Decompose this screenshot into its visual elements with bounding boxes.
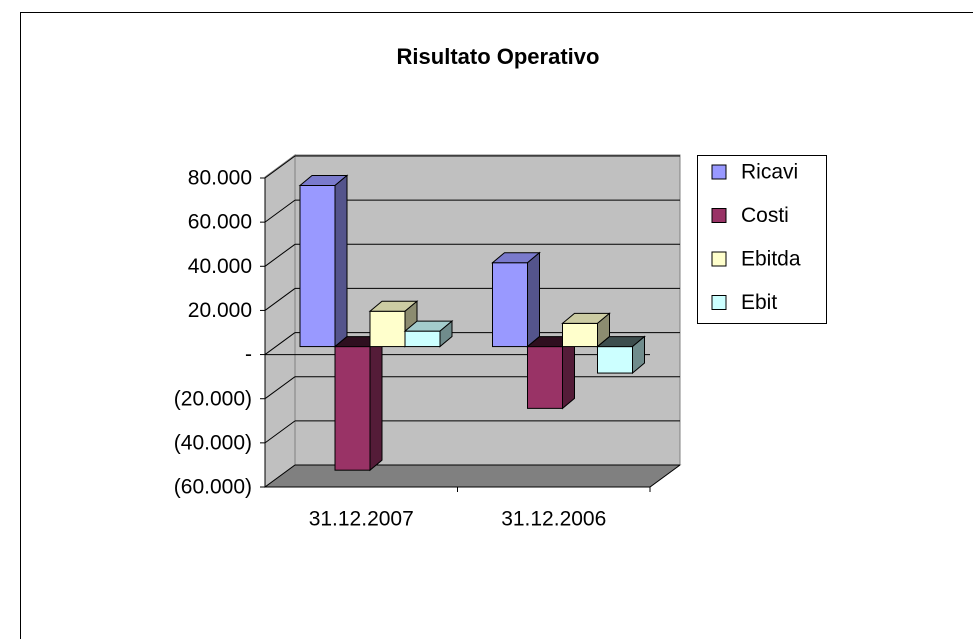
legend-swatch <box>711 164 727 180</box>
y-tick-label: 40.000 <box>188 255 252 278</box>
bar <box>404 330 441 348</box>
bar <box>334 346 371 471</box>
bar-side <box>439 320 453 348</box>
y-tick-label: 20.000 <box>188 299 252 322</box>
legend-label: Ricavi <box>741 161 798 184</box>
bar <box>369 310 406 348</box>
bar-side <box>562 335 575 410</box>
bar <box>562 322 598 348</box>
y-tick-label: 80.000 <box>188 167 252 190</box>
bar-side <box>334 174 348 348</box>
bar <box>299 184 336 348</box>
legend-swatch <box>711 295 727 310</box>
y-tick-label: (60.000) <box>174 476 252 499</box>
bar-side <box>527 251 540 348</box>
legend-swatch <box>711 251 727 267</box>
y-tick-label: 60.000 <box>188 211 252 234</box>
grid-line <box>264 155 296 179</box>
grid-line <box>264 243 296 267</box>
bar-side <box>369 335 383 472</box>
x-axis-far <box>649 464 681 488</box>
y-tick-label: - <box>245 343 252 366</box>
bar <box>527 346 563 409</box>
chart-title: Risultato Operativo <box>397 44 600 69</box>
x-tick-label: 31.12.2006 <box>501 508 606 531</box>
grid-line <box>264 288 296 311</box>
grid-line <box>264 376 296 400</box>
grid-line <box>264 332 296 355</box>
bar <box>597 346 633 374</box>
grid-line <box>264 464 296 488</box>
legend-label: Ebit <box>741 291 777 314</box>
legend-swatch <box>711 208 727 223</box>
legend-label: Ebitda <box>741 248 801 271</box>
side-wall <box>264 154 296 488</box>
grid-line <box>264 420 296 444</box>
legend-label: Costi <box>741 204 789 227</box>
x-tick-label: 31.12.2007 <box>309 508 414 531</box>
grid-line <box>264 199 296 223</box>
bar <box>492 262 528 348</box>
bar-side <box>632 335 645 375</box>
y-tick-label: (20.000) <box>174 387 252 410</box>
floor <box>263 464 682 488</box>
y-tick-label: (40.000) <box>174 431 252 454</box>
